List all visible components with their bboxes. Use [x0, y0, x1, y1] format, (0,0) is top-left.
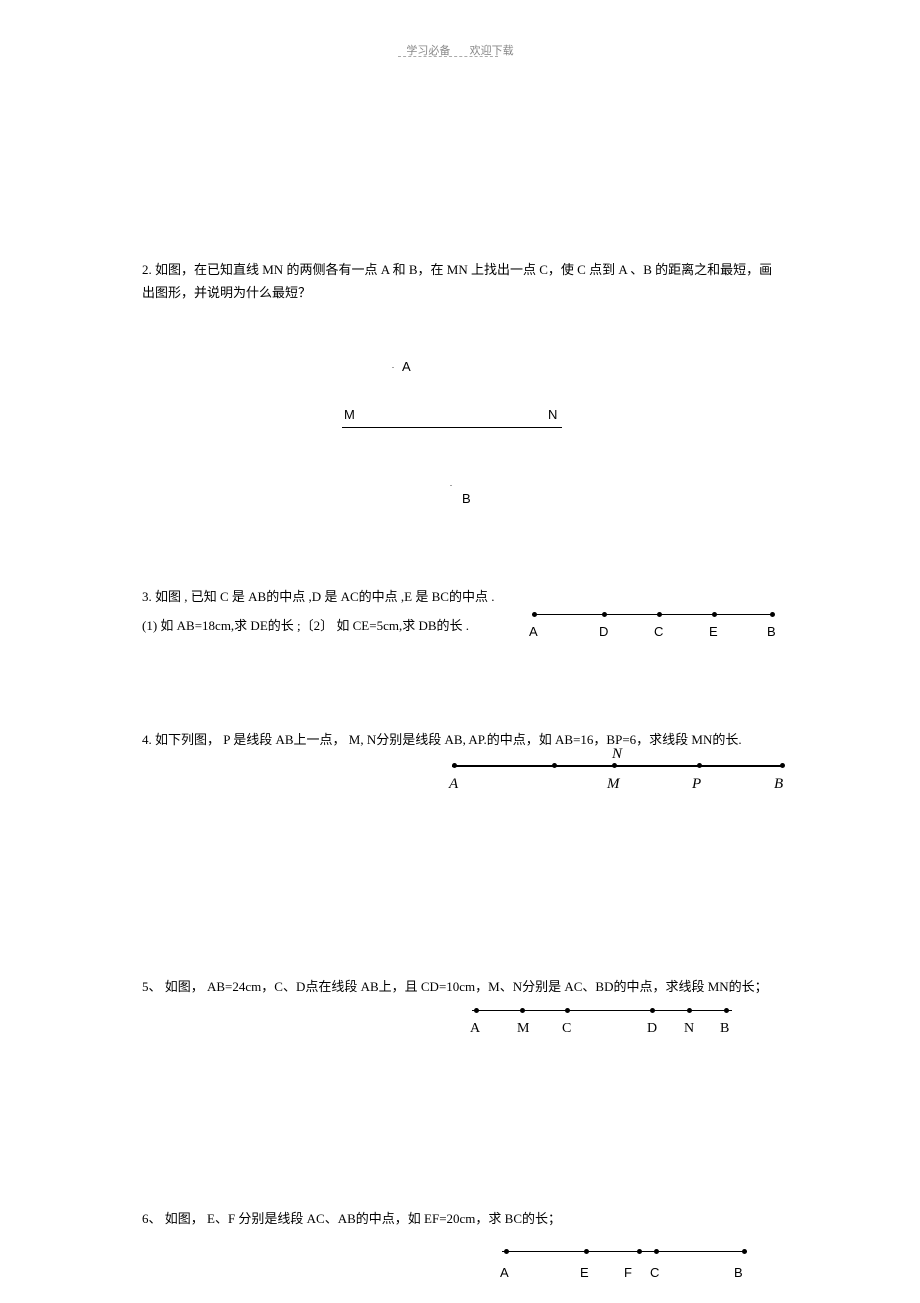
label-N: N — [548, 403, 557, 426]
point-dot — [552, 763, 557, 768]
point-dot — [712, 612, 717, 617]
point-label-A: A — [529, 620, 538, 643]
point-dot — [504, 1249, 509, 1254]
point-label-M: M — [607, 771, 620, 798]
point-dot: . — [450, 477, 452, 491]
point-dot — [657, 612, 662, 617]
point-label-M: M — [517, 1016, 529, 1041]
point-dot — [584, 1249, 589, 1254]
page-content: 2. 如图，在已知直线 MN 的两侧各有一点 A 和 B，在 MN 上找出一点 … — [142, 258, 782, 1283]
point-label-A: A — [449, 771, 458, 798]
label-B: B — [462, 487, 471, 510]
segment-line — [502, 1251, 747, 1252]
question-6: 6、 如图， E、F 分别是线段 AC、AB的中点，如 EF=20cm，求 BC… — [142, 1207, 782, 1282]
question-3-line1: 3. 如图 , 已知 C 是 AB的中点 ,D 是 AC的中点 ,E 是 BC的… — [142, 585, 782, 608]
question-4: 4. 如下列图， P 是线段 AB上一点， M, N分别是线段 AB, AP.的… — [142, 728, 782, 795]
point-dot — [474, 1008, 479, 1013]
question-3-figure: ADCEB — [532, 606, 782, 636]
segment-line — [472, 1010, 732, 1011]
point-dot — [612, 763, 617, 768]
segment-line — [532, 614, 772, 615]
point-dot — [780, 763, 785, 768]
question-3-line2: (1) 如 AB=18cm,求 DE的长 ;〔2〕 如 CE=5cm,求 DB的… — [142, 614, 512, 637]
point-label-A: A — [500, 1261, 509, 1284]
point-dot — [697, 763, 702, 768]
point-label-E: E — [709, 620, 718, 643]
point-dot — [602, 612, 607, 617]
point-dot — [637, 1249, 642, 1254]
point-label-C: C — [650, 1261, 659, 1284]
label-A: A — [402, 355, 411, 378]
line-MN — [342, 427, 562, 428]
point-label-P: P — [692, 771, 701, 798]
question-4-text: 4. 如下列图， P 是线段 AB上一点， M, N分别是线段 AB, AP.的… — [142, 728, 782, 751]
point-dot — [452, 763, 457, 768]
point-dot — [687, 1008, 692, 1013]
question-3: 3. 如图 , 已知 C 是 AB的中点 ,D 是 AC的中点 ,E 是 BC的… — [142, 585, 782, 638]
point-dot — [565, 1008, 570, 1013]
point-dot: . — [392, 359, 394, 373]
header-underline — [398, 56, 498, 57]
point-label-D: D — [599, 620, 608, 643]
point-dot — [724, 1008, 729, 1013]
point-dot — [742, 1249, 747, 1254]
point-label-A: A — [470, 1016, 480, 1041]
point-label-F: F — [624, 1261, 632, 1284]
point-dot — [770, 612, 775, 617]
point-label-B: B — [774, 771, 783, 798]
label-M: M — [344, 403, 355, 426]
question-5: 5、 如图， AB=24cm，C、D点在线段 AB上，且 CD=10cm，M、N… — [142, 975, 782, 1037]
question-6-text: 6、 如图， E、F 分别是线段 AC、AB的中点，如 EF=20cm，求 BC… — [142, 1207, 782, 1230]
point-dot — [532, 612, 537, 617]
point-label-B: B — [767, 620, 776, 643]
question-5-text: 5、 如图， AB=24cm，C、D点在线段 AB上，且 CD=10cm，M、N… — [142, 975, 782, 998]
point-label-C: C — [562, 1016, 571, 1041]
point-label-B: B — [734, 1261, 743, 1284]
point-dot — [654, 1249, 659, 1254]
point-dot — [650, 1008, 655, 1013]
point-label-N: N — [684, 1016, 694, 1041]
question-4-figure: NAMPB — [452, 755, 792, 795]
question-5-figure: AMCDNB — [472, 1002, 752, 1037]
question-2-text: 2. 如图，在已知直线 MN 的两侧各有一点 A 和 B，在 MN 上找出一点 … — [142, 258, 782, 305]
question-6-figure: A E FC B — [502, 1243, 762, 1283]
point-label-E: E — [580, 1261, 589, 1284]
question-2-figure: . A M N . B — [362, 355, 782, 515]
point-label-C: C — [654, 620, 663, 643]
point-label-D: D — [647, 1016, 657, 1041]
point-label-B: B — [720, 1016, 729, 1041]
point-dot — [520, 1008, 525, 1013]
